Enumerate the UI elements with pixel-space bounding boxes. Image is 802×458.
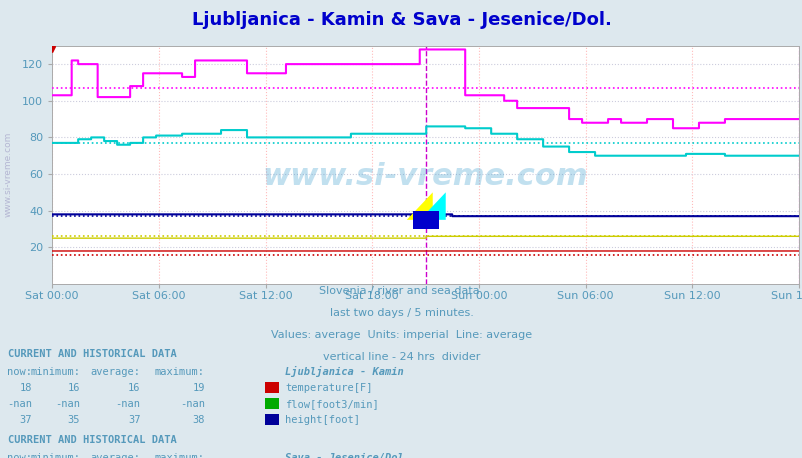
Text: 18: 18: [19, 383, 32, 393]
Text: average:: average:: [91, 367, 140, 376]
Text: 19: 19: [192, 383, 205, 393]
Text: -nan: -nan: [7, 399, 32, 409]
Text: now:: now:: [7, 367, 32, 376]
Text: Ljubljanica - Kamin & Sava - Jesenice/Dol.: Ljubljanica - Kamin & Sava - Jesenice/Do…: [192, 11, 610, 29]
Bar: [413, 211, 439, 229]
Text: -nan: -nan: [55, 399, 80, 409]
Text: last two days / 5 minutes.: last two days / 5 minutes.: [329, 308, 473, 318]
Text: CURRENT AND HISTORICAL DATA: CURRENT AND HISTORICAL DATA: [8, 436, 176, 445]
Text: Sava - Jesenice/Dol.: Sava - Jesenice/Dol.: [285, 453, 410, 458]
Text: 37: 37: [128, 415, 140, 425]
Text: www.si-vreme.com: www.si-vreme.com: [262, 162, 588, 191]
Text: www.si-vreme.com: www.si-vreme.com: [3, 131, 13, 217]
Text: maximum:: maximum:: [155, 453, 205, 458]
Text: height[foot]: height[foot]: [285, 415, 359, 425]
Text: temperature[F]: temperature[F]: [285, 383, 372, 393]
Text: 16: 16: [128, 383, 140, 393]
Text: Ljubljanica - Kamin: Ljubljanica - Kamin: [285, 365, 403, 376]
Text: Values: average  Units: imperial  Line: average: Values: average Units: imperial Line: av…: [270, 330, 532, 340]
Text: 35: 35: [67, 415, 80, 425]
Text: 38: 38: [192, 415, 205, 425]
Text: 16: 16: [67, 383, 80, 393]
Polygon shape: [419, 192, 445, 220]
Text: Slovenia / river and sea data.: Slovenia / river and sea data.: [319, 286, 483, 296]
Text: CURRENT AND HISTORICAL DATA: CURRENT AND HISTORICAL DATA: [8, 349, 176, 359]
Text: maximum:: maximum:: [155, 367, 205, 376]
Text: -nan: -nan: [115, 399, 140, 409]
Text: minimum:: minimum:: [30, 453, 80, 458]
Text: now:: now:: [7, 453, 32, 458]
Text: 37: 37: [19, 415, 32, 425]
Text: minimum:: minimum:: [30, 367, 80, 376]
Text: -nan: -nan: [180, 399, 205, 409]
Text: average:: average:: [91, 453, 140, 458]
Polygon shape: [407, 192, 432, 220]
Text: flow[foot3/min]: flow[foot3/min]: [285, 399, 379, 409]
Text: vertical line - 24 hrs  divider: vertical line - 24 hrs divider: [322, 352, 480, 362]
